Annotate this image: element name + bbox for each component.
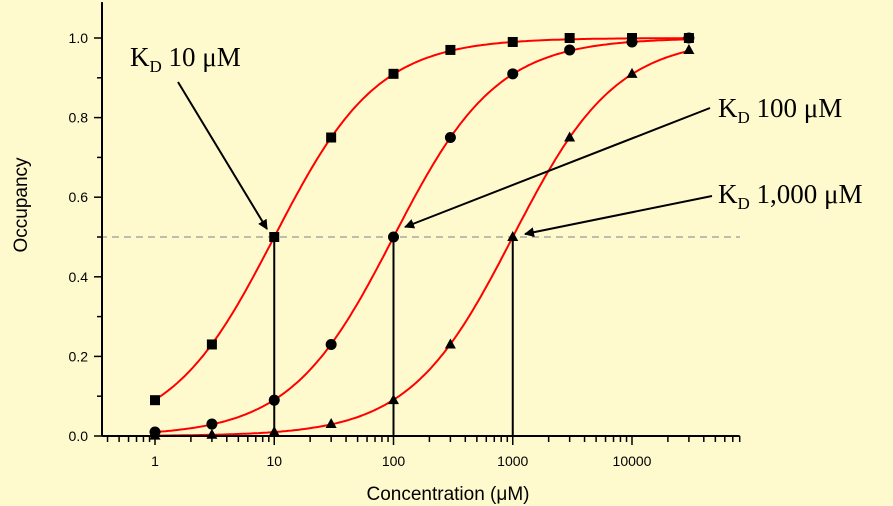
y-tick-label: 0.8 bbox=[69, 110, 89, 126]
x-tick-label: 1 bbox=[151, 453, 159, 469]
x-tick-label: 10000 bbox=[613, 453, 652, 469]
triangle-marker bbox=[507, 231, 519, 241]
circle-marker bbox=[388, 231, 399, 243]
triangle-marker bbox=[683, 43, 695, 54]
square-marker bbox=[269, 232, 280, 242]
x-tick-label: 1000 bbox=[497, 453, 528, 469]
triangle-marker bbox=[564, 131, 576, 142]
y-tick-label: 1.0 bbox=[69, 30, 89, 46]
annotation-arrow bbox=[177, 81, 268, 230]
triangle-marker bbox=[444, 338, 456, 349]
triangle-marker bbox=[325, 418, 337, 429]
circle-marker bbox=[564, 44, 576, 56]
circle-marker bbox=[683, 32, 695, 44]
y-axis-title: Occupancy bbox=[11, 157, 32, 253]
y-tick-label: 0.2 bbox=[69, 348, 89, 364]
triangle-marker bbox=[388, 394, 399, 405]
binding-curve-kd-100 bbox=[154, 38, 689, 434]
square-marker bbox=[150, 395, 160, 406]
square-marker bbox=[445, 44, 456, 55]
y-tick-label: 0.4 bbox=[69, 269, 89, 285]
triangle-marker bbox=[268, 426, 280, 437]
kd-annotation-label: KD 10 μM bbox=[130, 42, 241, 76]
x-tick-label: 100 bbox=[382, 453, 406, 469]
annotation-arrow bbox=[524, 195, 713, 238]
square-marker bbox=[507, 36, 518, 47]
square-marker bbox=[206, 339, 217, 350]
circle-marker bbox=[507, 68, 519, 80]
circle-marker bbox=[444, 132, 456, 143]
kd-annotation-label: KD 1,000 μM bbox=[718, 179, 863, 213]
annotation-arrow bbox=[404, 107, 711, 229]
x-axis-title: Concentration (μM) bbox=[366, 484, 529, 505]
y-tick-label: 0.6 bbox=[69, 189, 89, 205]
binding-curve-kd-1000 bbox=[155, 49, 690, 437]
square-marker bbox=[388, 68, 399, 79]
square-marker bbox=[326, 132, 337, 143]
y-tick-label: 0.0 bbox=[69, 428, 89, 444]
kd-annotation-label: KD 100 μM bbox=[718, 93, 842, 127]
circle-marker bbox=[268, 394, 280, 406]
triangle-marker bbox=[626, 67, 638, 78]
x-tick-label: 10 bbox=[266, 453, 282, 469]
square-marker bbox=[564, 33, 575, 43]
circle-marker bbox=[626, 36, 638, 48]
triangle-marker bbox=[149, 429, 161, 440]
binding-curve-kd-10 bbox=[154, 37, 689, 401]
circle-marker bbox=[325, 338, 337, 350]
circle-marker bbox=[206, 418, 218, 430]
